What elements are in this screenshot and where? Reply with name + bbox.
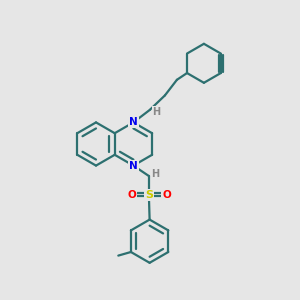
Text: S: S bbox=[145, 190, 153, 200]
Text: H: H bbox=[152, 107, 160, 117]
Text: N: N bbox=[129, 117, 138, 128]
Text: O: O bbox=[127, 190, 136, 200]
Text: N: N bbox=[129, 160, 138, 171]
Text: O: O bbox=[162, 190, 171, 200]
Text: H: H bbox=[152, 169, 160, 179]
